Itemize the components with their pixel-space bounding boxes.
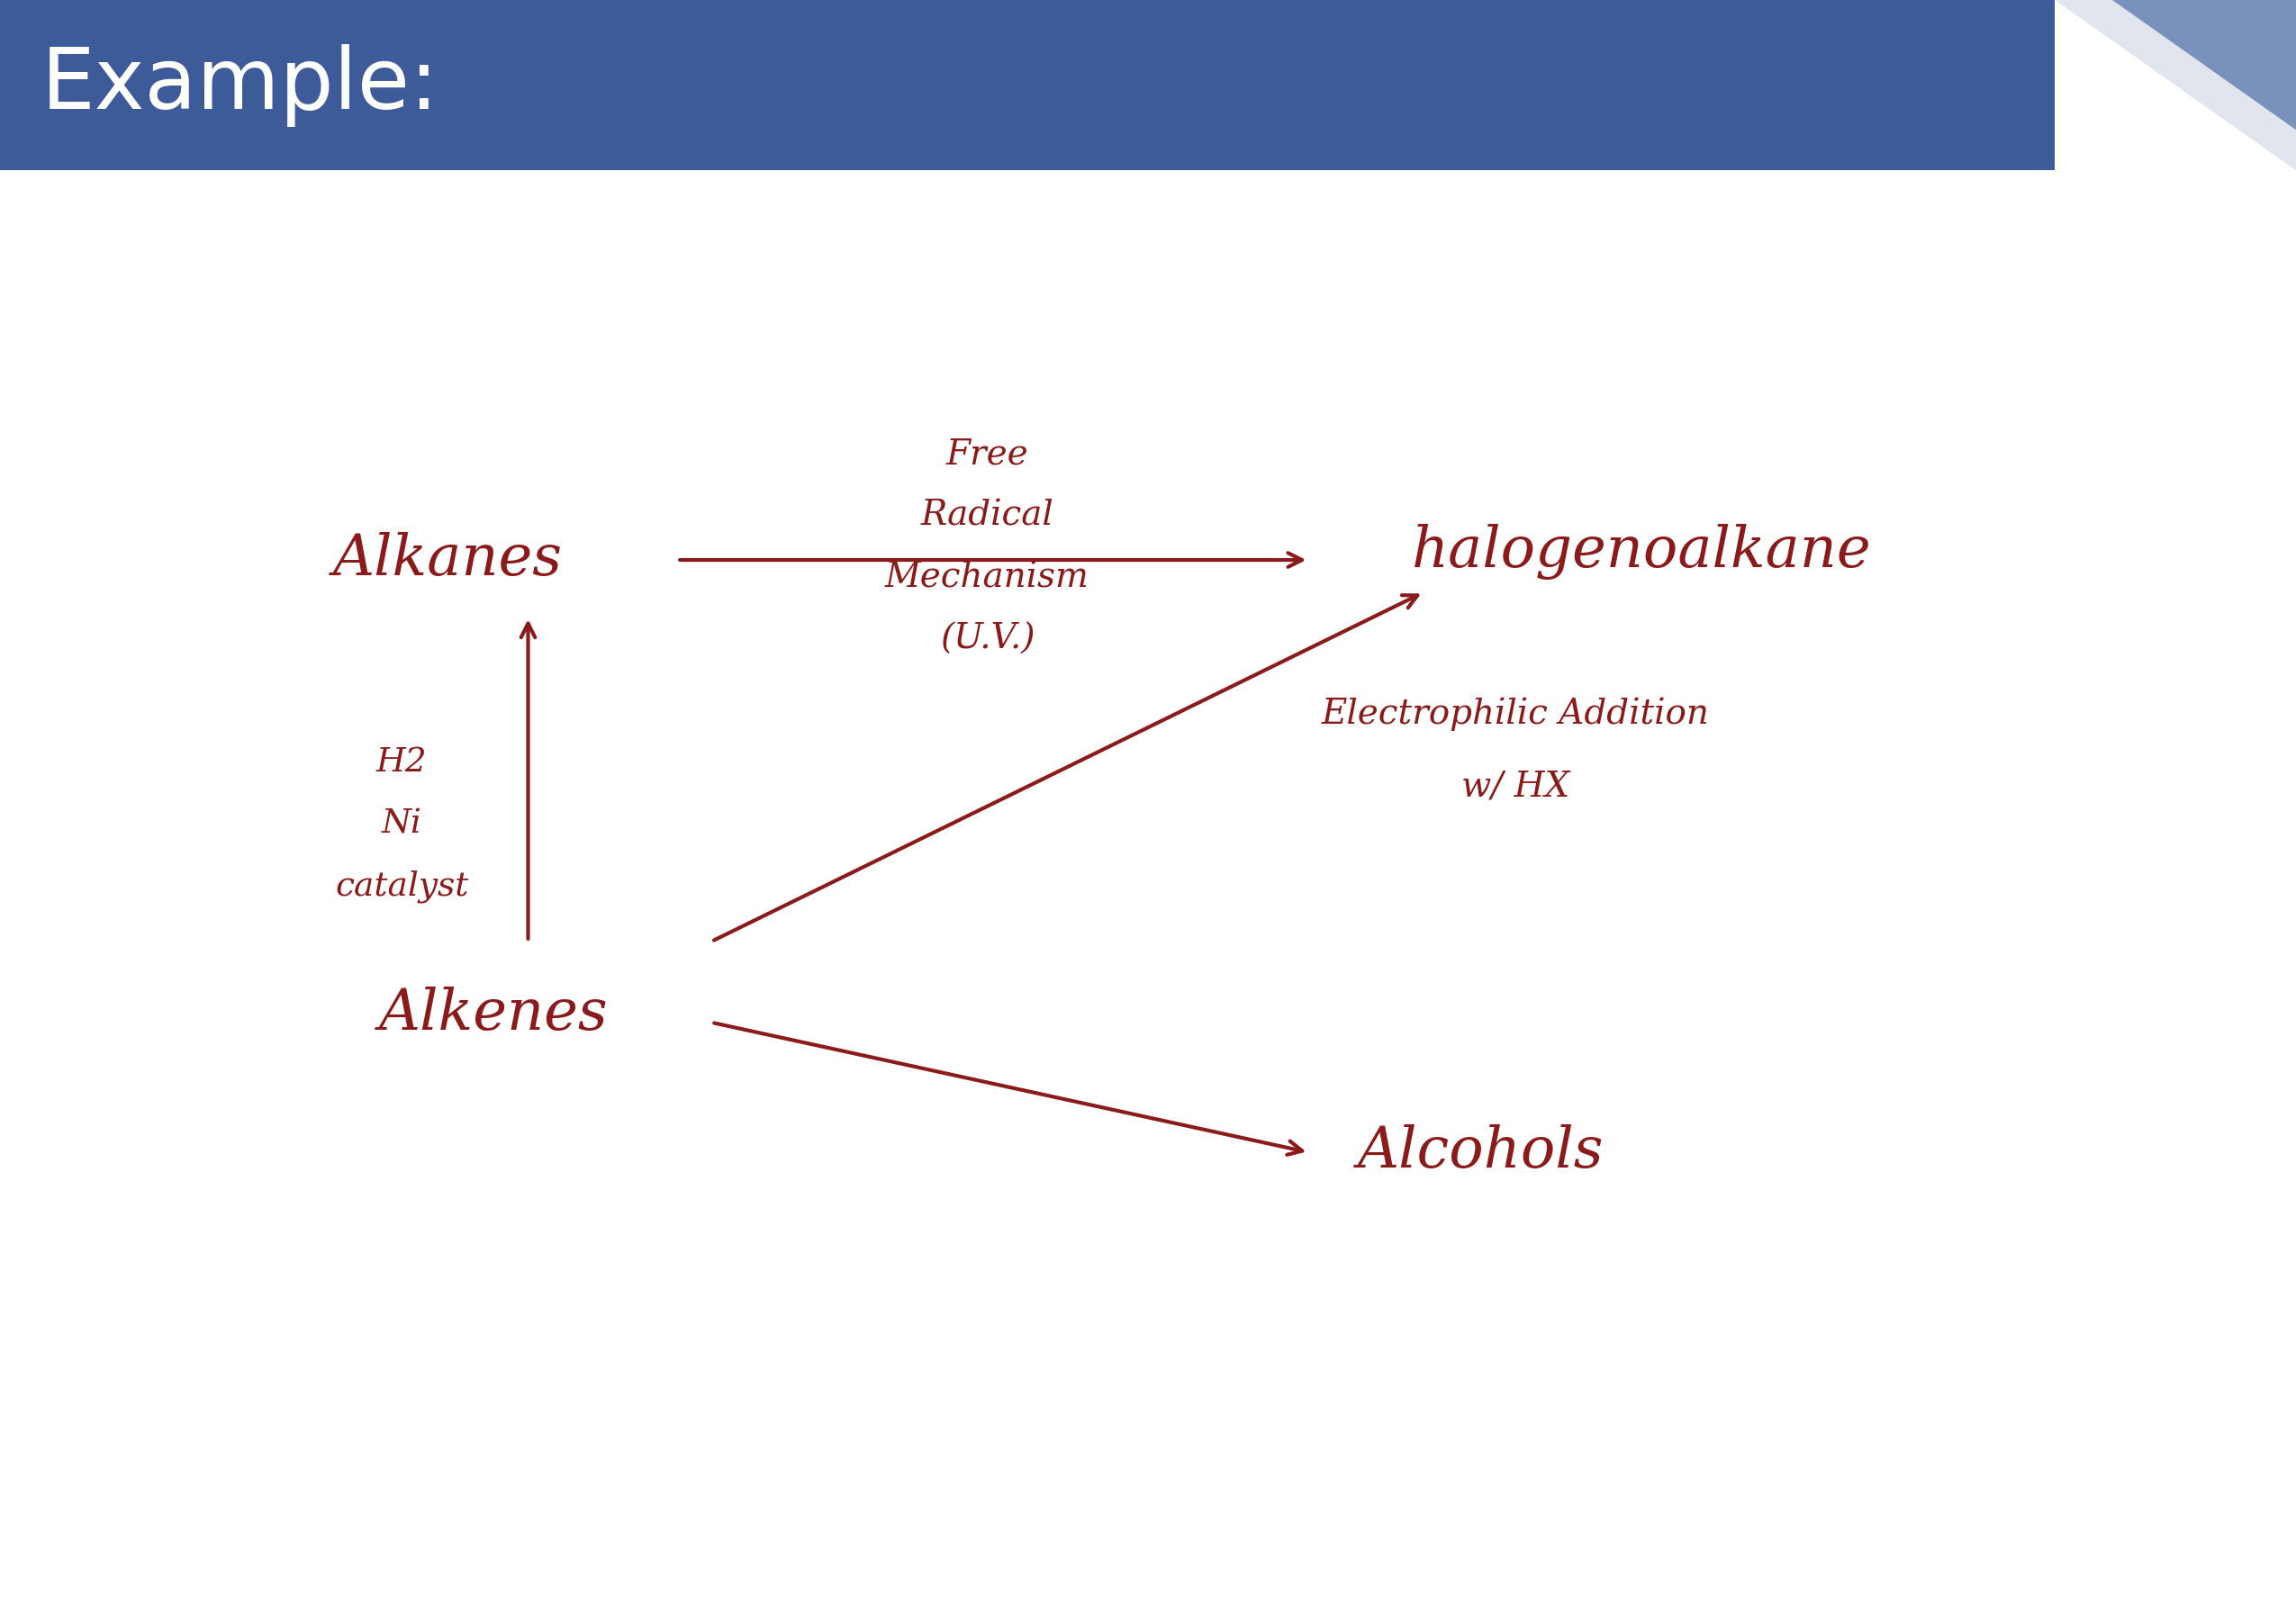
Text: Radical: Radical bbox=[921, 500, 1054, 532]
Text: w/ HX: w/ HX bbox=[1460, 771, 1570, 803]
Text: Mechanism: Mechanism bbox=[886, 562, 1088, 594]
Text: Free: Free bbox=[946, 438, 1029, 471]
Text: Alcohols: Alcohols bbox=[1357, 1125, 1605, 1180]
Text: Example:: Example: bbox=[41, 44, 439, 127]
Text: halogenoalkane: halogenoalkane bbox=[1412, 524, 1871, 579]
Text: H2: H2 bbox=[377, 747, 427, 779]
Text: Electrophilic Addition: Electrophilic Addition bbox=[1322, 698, 1708, 730]
Text: (U.V.): (U.V.) bbox=[939, 623, 1035, 656]
Text: Alkenes: Alkenes bbox=[379, 987, 608, 1042]
Text: Alkanes: Alkanes bbox=[333, 532, 563, 588]
Text: catalyst: catalyst bbox=[335, 870, 468, 902]
Polygon shape bbox=[2055, 0, 2296, 170]
Polygon shape bbox=[2112, 0, 2296, 130]
FancyBboxPatch shape bbox=[0, 0, 2055, 170]
Text: Ni: Ni bbox=[381, 808, 422, 841]
